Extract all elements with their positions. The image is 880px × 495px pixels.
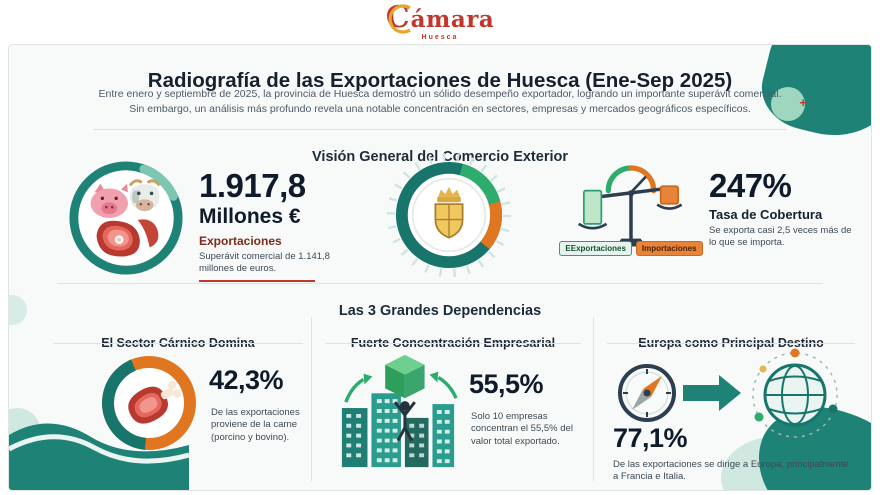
exports-value: 1.917,8	[199, 167, 306, 204]
scale-labels: EExportaciones Importaciones	[557, 241, 705, 256]
card-value: 77,1%	[613, 423, 688, 453]
logo-wordmark: C ámara	[386, 3, 495, 34]
card-title: El Sector Cárnico Domina	[101, 335, 255, 350]
card-title-rule	[53, 343, 303, 344]
intro-line-1: Entre enero y septiembre de 2025, la pro…	[98, 88, 782, 100]
card-title-rule	[325, 343, 581, 344]
section-dependencies-title: Las 3 Grandes Dependencias	[338, 303, 542, 320]
card-note: De las exportaciones se dirige a Europa,…	[613, 459, 849, 483]
arrow-right-icon	[683, 375, 741, 411]
cow-icon	[128, 179, 161, 212]
exports-figure: 1.917,8 Millones € Exportaciones Superáv…	[199, 169, 351, 282]
intro-paragraph: Entre enero y septiembre de 2025, la pro…	[49, 87, 831, 117]
ham-icon	[128, 381, 182, 424]
buildings-cube-icon	[341, 354, 458, 468]
card-business-concentration: Fuerte Concentración Empresarial	[321, 313, 585, 489]
coverage-note: Se exporta casi 2,5 veces más de lo que …	[709, 225, 852, 249]
card-title-rule	[607, 343, 855, 344]
pig-icon	[90, 183, 128, 218]
huesca-crest-icon	[386, 152, 512, 278]
edge-dot-left	[9, 295, 27, 325]
exports-unit: Millones €	[199, 205, 301, 228]
livestock-ham-icon	[69, 161, 183, 275]
card-divider	[593, 317, 594, 481]
europe-destination-illustration	[618, 348, 838, 438]
card-note: De las exportaciones proviene de la carn…	[211, 407, 300, 443]
logo-swoosh-icon	[388, 4, 411, 34]
balance-scale-icon	[577, 165, 683, 247]
exports-label: Exportaciones	[199, 234, 282, 248]
card-note: Solo 10 empresas concentran el 55,5% del…	[471, 411, 573, 447]
red-underline-decoration	[199, 279, 315, 282]
wave-decoration-bottom-left	[9, 423, 189, 490]
compass-icon	[618, 364, 676, 422]
intro-line-2: Sin embargo, un análisis más profundo re…	[129, 103, 751, 116]
imports-scale-label: Importaciones	[635, 241, 703, 256]
shield-icon	[434, 186, 464, 239]
section-overview-title: Visión General del Comercio Exterior	[312, 149, 568, 166]
card-title: Europa como Principal Destino	[638, 335, 824, 350]
camara-logo: C ámara Huesca	[386, 3, 495, 42]
globe-icon	[752, 348, 838, 438]
card-title: Fuerte Concentración Empresarial	[350, 335, 556, 350]
logo-subtitle: Huesca	[421, 34, 459, 41]
logo-initial: C	[386, 3, 411, 34]
person-icon	[393, 401, 416, 442]
exports-note: Superávit comercial de 1.141,8 millones …	[199, 251, 330, 275]
logo-header: C ámara Huesca	[0, 0, 880, 44]
card-meat-sector: El Sector Cárnico Domina 42,3% De l	[49, 313, 307, 489]
ham-icon	[96, 219, 159, 257]
card-divider	[311, 317, 312, 481]
exports-scale-label: EExportaciones	[559, 241, 632, 256]
divider	[57, 283, 823, 284]
card-europe-destination: Europa como Principal Destino	[603, 313, 859, 489]
coverage-value: 247%	[709, 167, 792, 204]
divider	[93, 129, 787, 130]
card-value: 55,5%	[469, 369, 544, 399]
infographic-panel: Radiografía de las Exportaciones de Hues…	[8, 44, 872, 491]
logo-rest: ámara	[410, 6, 495, 33]
corner-dot-top-right	[771, 87, 805, 121]
cube-icon	[385, 354, 425, 399]
card-value: 42,3%	[209, 365, 284, 395]
coverage-figure: 247% Tasa de Cobertura Se exporta casi 2…	[709, 169, 859, 250]
ham-donut-icon	[102, 356, 196, 450]
page-title: Radiografía de las Exportaciones de Hues…	[147, 68, 733, 92]
coverage-label: Tasa de Cobertura	[709, 207, 823, 222]
plus-decoration: +	[799, 95, 807, 110]
